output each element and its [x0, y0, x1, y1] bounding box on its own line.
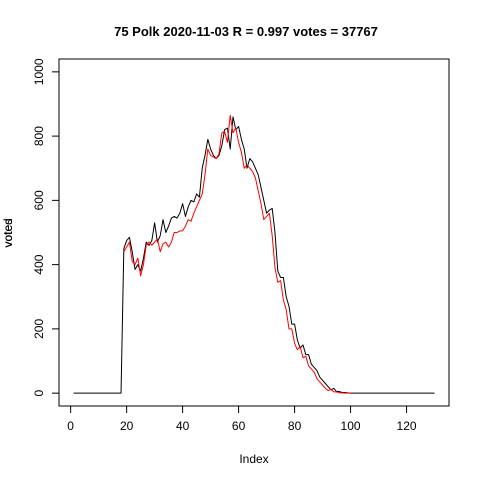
series-line-1	[73, 116, 435, 394]
y-axis-label-text-1: votes	[1, 219, 15, 248]
x-tick-label: 120	[397, 419, 417, 433]
x-tick-label: 20	[120, 419, 134, 433]
x-tick-label: 0	[67, 419, 74, 433]
series-line-2	[123, 114, 351, 394]
y-tick-label: 400	[32, 254, 46, 274]
x-axis: 0 20 40 60 80 100 120	[67, 405, 417, 433]
y-axis-label-text-2: voted	[1, 218, 15, 247]
x-tick-label: 100	[341, 419, 361, 433]
y-tick-label: 1000	[32, 58, 46, 85]
x-tick-label: 80	[288, 419, 302, 433]
y-tick-label: 600	[32, 190, 46, 210]
plot-box	[58, 58, 450, 407]
x-tick-label: 40	[176, 419, 190, 433]
y-axis-label: votes voted	[1, 218, 15, 247]
series-layer	[73, 114, 435, 394]
x-tick-label: 60	[232, 419, 246, 433]
x-axis-label: Index	[239, 452, 268, 466]
y-axis: 0 200 400 600 800 1000	[32, 58, 60, 396]
y-tick-label: 200	[32, 319, 46, 339]
chart-title: 75 Polk 2020-11-03 R = 0.997 votes = 377…	[114, 24, 378, 39]
y-tick-label: 0	[32, 389, 46, 396]
y-tick-label: 800	[32, 126, 46, 146]
